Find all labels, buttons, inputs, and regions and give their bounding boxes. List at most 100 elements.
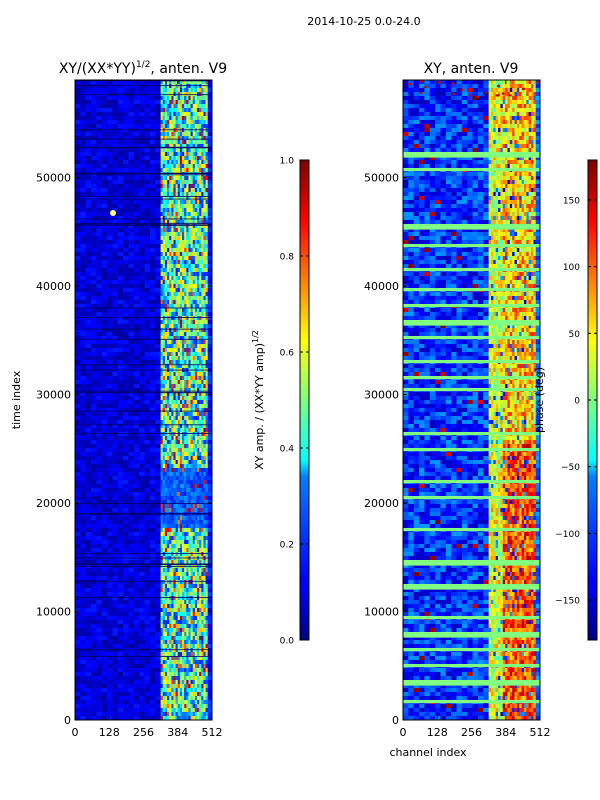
heatmap-cell [96, 540, 103, 545]
heatmap-cell [112, 388, 119, 393]
heatmap-cell [117, 196, 124, 201]
heatmap-cell [117, 540, 124, 545]
heatmap-cell [177, 120, 181, 125]
heatmap-cell [182, 84, 185, 89]
heatmap-cell [190, 80, 194, 85]
heatmap-cell [107, 396, 113, 401]
heatmap-cell [164, 224, 168, 229]
heatmap-cell [186, 524, 189, 529]
heatmap-cell [107, 208, 113, 213]
heatmap-cell [85, 540, 92, 545]
heatmap-cell [207, 296, 212, 301]
heatmap-cell [117, 460, 124, 465]
heatmap-cell [80, 404, 87, 409]
heatmap-cell [155, 312, 161, 317]
heatmap-cell [96, 252, 103, 257]
heatmap-cell [197, 460, 200, 465]
heatmap-cell [171, 428, 174, 433]
heatmap-cell [85, 528, 92, 533]
heatmap-cell [155, 316, 161, 321]
heatmap-cell [173, 240, 176, 245]
heatmap-cell [192, 200, 196, 205]
heatmap-cell [139, 332, 145, 337]
heatmap-cell [188, 312, 191, 317]
heatmap-cell [194, 240, 198, 245]
heatmap-cell [194, 292, 198, 297]
heatmap-cell [171, 432, 174, 437]
heatmap-cell [171, 352, 174, 357]
heatmap-cell [155, 484, 161, 489]
heatmap-cell [177, 244, 181, 249]
heatmap-cell [160, 228, 164, 233]
heatmap-cell [75, 500, 81, 505]
heatmap-cell [112, 472, 119, 477]
heatmap-cell [123, 564, 129, 569]
heatmap-cell [203, 248, 206, 253]
heatmap-cell [144, 360, 151, 365]
heatmap-cell [80, 156, 87, 161]
heatmap-cell [112, 96, 119, 101]
heatmap-cell [155, 400, 161, 405]
heatmap-cell [164, 548, 168, 553]
heatmap-cell [177, 168, 181, 173]
heatmap-cell [107, 220, 113, 225]
heatmap-cell [164, 508, 168, 513]
heatmap-cell [128, 492, 135, 497]
heatmap-cell [182, 332, 185, 337]
heatmap-cell [162, 304, 166, 309]
heatmap-cell [123, 364, 129, 369]
heatmap-cell [167, 316, 170, 321]
heatmap-cell [128, 524, 135, 529]
heatmap-cell [155, 180, 161, 185]
heatmap-cell [112, 480, 119, 485]
heatmap-cell [162, 432, 166, 437]
heatmap-cell [207, 232, 212, 237]
heatmap-cell [101, 388, 108, 393]
heatmap-cell [162, 252, 166, 257]
heatmap-cell [207, 216, 212, 221]
heatmap-cell [188, 588, 191, 593]
heatmap-cell [91, 588, 97, 593]
heatmap-cell [133, 136, 140, 141]
heatmap-cell [205, 540, 209, 545]
heatmap-cell [75, 356, 81, 361]
heatmap-cell [133, 360, 140, 365]
heatmap-cell [188, 480, 191, 485]
heatmap-cell [96, 140, 103, 145]
heatmap-cell [173, 80, 176, 85]
heatmap-cell [149, 92, 156, 97]
heatmap-cell [75, 496, 81, 501]
heatmap-cell [186, 240, 189, 245]
heatmap-cell [190, 356, 194, 361]
heatmap-cell [197, 508, 200, 513]
heatmap-cell [91, 352, 97, 357]
heatmap-cell [177, 148, 181, 153]
heatmap-cell [85, 188, 92, 193]
heatmap-cell [107, 380, 113, 385]
heatmap-cell [197, 160, 200, 165]
heatmap-cell [192, 364, 196, 369]
heatmap-cell [175, 152, 179, 157]
heatmap-cell [144, 184, 151, 189]
heatmap-cell [194, 516, 198, 521]
heatmap-cell [171, 232, 174, 237]
heatmap-cell [203, 312, 206, 317]
heatmap-cell [207, 380, 212, 385]
heatmap-cell [167, 268, 170, 273]
heatmap-cell [117, 580, 124, 585]
heatmap-cell [96, 184, 103, 189]
heatmap-cell [128, 316, 135, 321]
heatmap-cell [207, 412, 212, 417]
heatmap-cell [112, 344, 119, 349]
heatmap-cell [85, 516, 92, 521]
heatmap-cell [167, 564, 170, 569]
heatmap-cell [199, 552, 202, 557]
heatmap-cell [128, 388, 135, 393]
heatmap-cell [203, 440, 206, 445]
heatmap-cell [107, 248, 113, 253]
heatmap-cell [123, 552, 129, 557]
heatmap-cell [201, 508, 204, 513]
heatmap-cell [85, 200, 92, 205]
heatmap-cell [144, 488, 151, 493]
heatmap-cell [164, 96, 168, 101]
